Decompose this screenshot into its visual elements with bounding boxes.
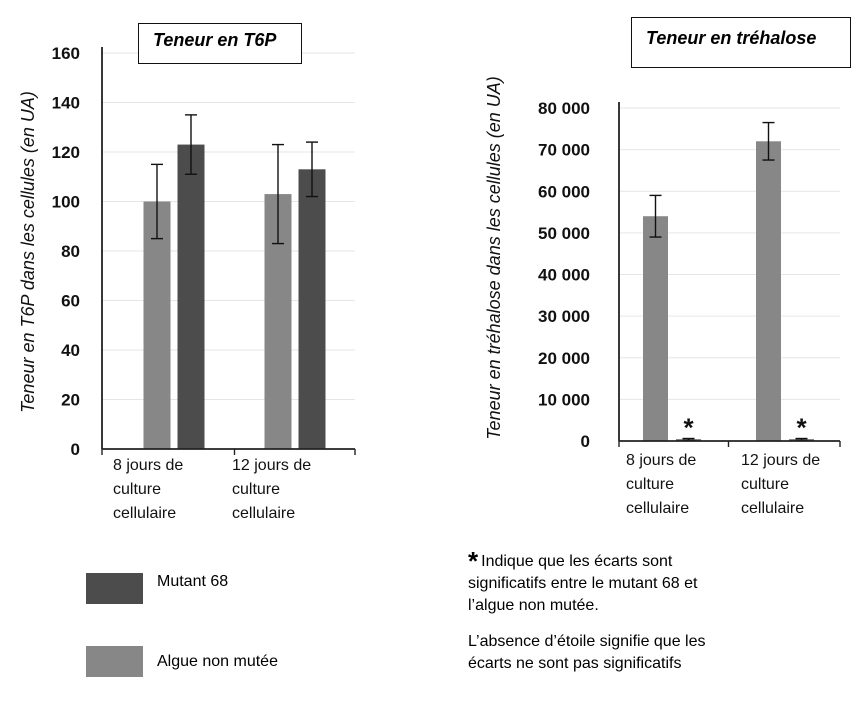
- chart2-ytick-label: 40 000: [538, 266, 590, 285]
- chart1-ytick-label: 20: [61, 391, 80, 410]
- chart2-ytick-label: 10 000: [538, 390, 590, 409]
- note-line-3: l’algue non mutée.: [468, 597, 599, 614]
- note-absence-2: écarts ne sont pas significatifs: [468, 655, 682, 672]
- chart1-ytick-label: 40: [61, 341, 80, 360]
- chart2-bar: [756, 141, 781, 442]
- chart2-ylabel: Teneur en tréhalose dans les cellules (e…: [484, 76, 504, 440]
- chart2-ytick-label: 80 000: [538, 99, 590, 118]
- chart1-ytick-label: 60: [61, 292, 80, 311]
- chart2-category-label: cellulaire: [626, 500, 689, 517]
- chart2-category-label: 12 jours de: [741, 452, 820, 469]
- chart2-ytick-label: 0: [581, 432, 590, 451]
- chart1-ytick-label: 140: [52, 94, 80, 113]
- note-line-1: Indique que les écarts sont: [481, 553, 673, 570]
- legend-label-wild: Algue non mutée: [157, 653, 278, 670]
- chart1-category-label: cellulaire: [113, 505, 176, 522]
- chart2-ytick-label: 70 000: [538, 141, 590, 160]
- significance-note: * Indique que les écarts sont significati…: [468, 548, 848, 675]
- chart1-ytick-label: 100: [52, 193, 80, 212]
- chart1-ylabel: Teneur en T6P dans les cellules (en UA): [18, 91, 38, 413]
- chart1-ytick-label: 160: [52, 44, 80, 63]
- star-icon: *: [468, 546, 479, 576]
- chart2-title-box: Teneur en tréhalose: [631, 17, 851, 68]
- chart1-category-label: 8 jours de: [113, 457, 183, 474]
- chart1-category-label: culture: [113, 481, 161, 498]
- chart2-category-label: culture: [626, 476, 674, 493]
- chart1-category-label: cellulaire: [232, 505, 295, 522]
- chart1-ytick-label: 120: [52, 143, 80, 162]
- chart1-bar: [143, 201, 171, 449]
- chart2-ytick-label: 20 000: [538, 349, 590, 368]
- chart1-ytick-label: 80: [61, 242, 80, 261]
- chart2-ytick-label: 30 000: [538, 307, 590, 326]
- note-line-2: significatifs entre le mutant 68 et: [468, 575, 698, 592]
- chart1-bar: [177, 144, 205, 449]
- chart1-title-box: Teneur en T6P: [138, 23, 302, 64]
- chart2-category-label: culture: [741, 476, 789, 493]
- chart2-category-label: 8 jours de: [626, 452, 696, 469]
- chart2-title: Teneur en tréhalose: [646, 28, 817, 48]
- chart1-category-label: 12 jours de: [232, 457, 311, 474]
- chart2-significance-star: *: [683, 413, 694, 443]
- chart1-category-label: culture: [232, 481, 280, 498]
- legend-swatch-mutant: [86, 573, 143, 604]
- chart1-bar: [298, 169, 326, 449]
- chart2-bar: [643, 216, 668, 441]
- chart2-ytick-label: 60 000: [538, 182, 590, 201]
- chart1-title: Teneur en T6P: [153, 30, 277, 50]
- chart2-significance-star: *: [796, 413, 807, 443]
- legend-label-mutant: Mutant 68: [157, 573, 229, 590]
- chart2-category-label: cellulaire: [741, 500, 804, 517]
- chart2-ytick-label: 50 000: [538, 224, 590, 243]
- legend-swatch-wild: [86, 646, 143, 677]
- note-absence-1: L’absence d’étoile signifie que les: [468, 633, 706, 650]
- chart1-ytick-label: 0: [71, 440, 80, 459]
